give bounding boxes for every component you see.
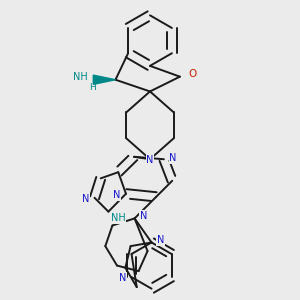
Text: NH: NH bbox=[111, 213, 126, 224]
Text: N: N bbox=[140, 211, 148, 221]
Text: N: N bbox=[169, 153, 177, 163]
Text: N: N bbox=[146, 155, 154, 165]
Text: O: O bbox=[189, 69, 197, 79]
Text: N: N bbox=[82, 194, 89, 204]
Text: H: H bbox=[90, 83, 96, 92]
Polygon shape bbox=[93, 75, 116, 84]
Text: N: N bbox=[118, 273, 126, 283]
Text: N: N bbox=[113, 190, 120, 200]
Text: NH: NH bbox=[73, 72, 87, 82]
Text: N: N bbox=[157, 235, 164, 245]
